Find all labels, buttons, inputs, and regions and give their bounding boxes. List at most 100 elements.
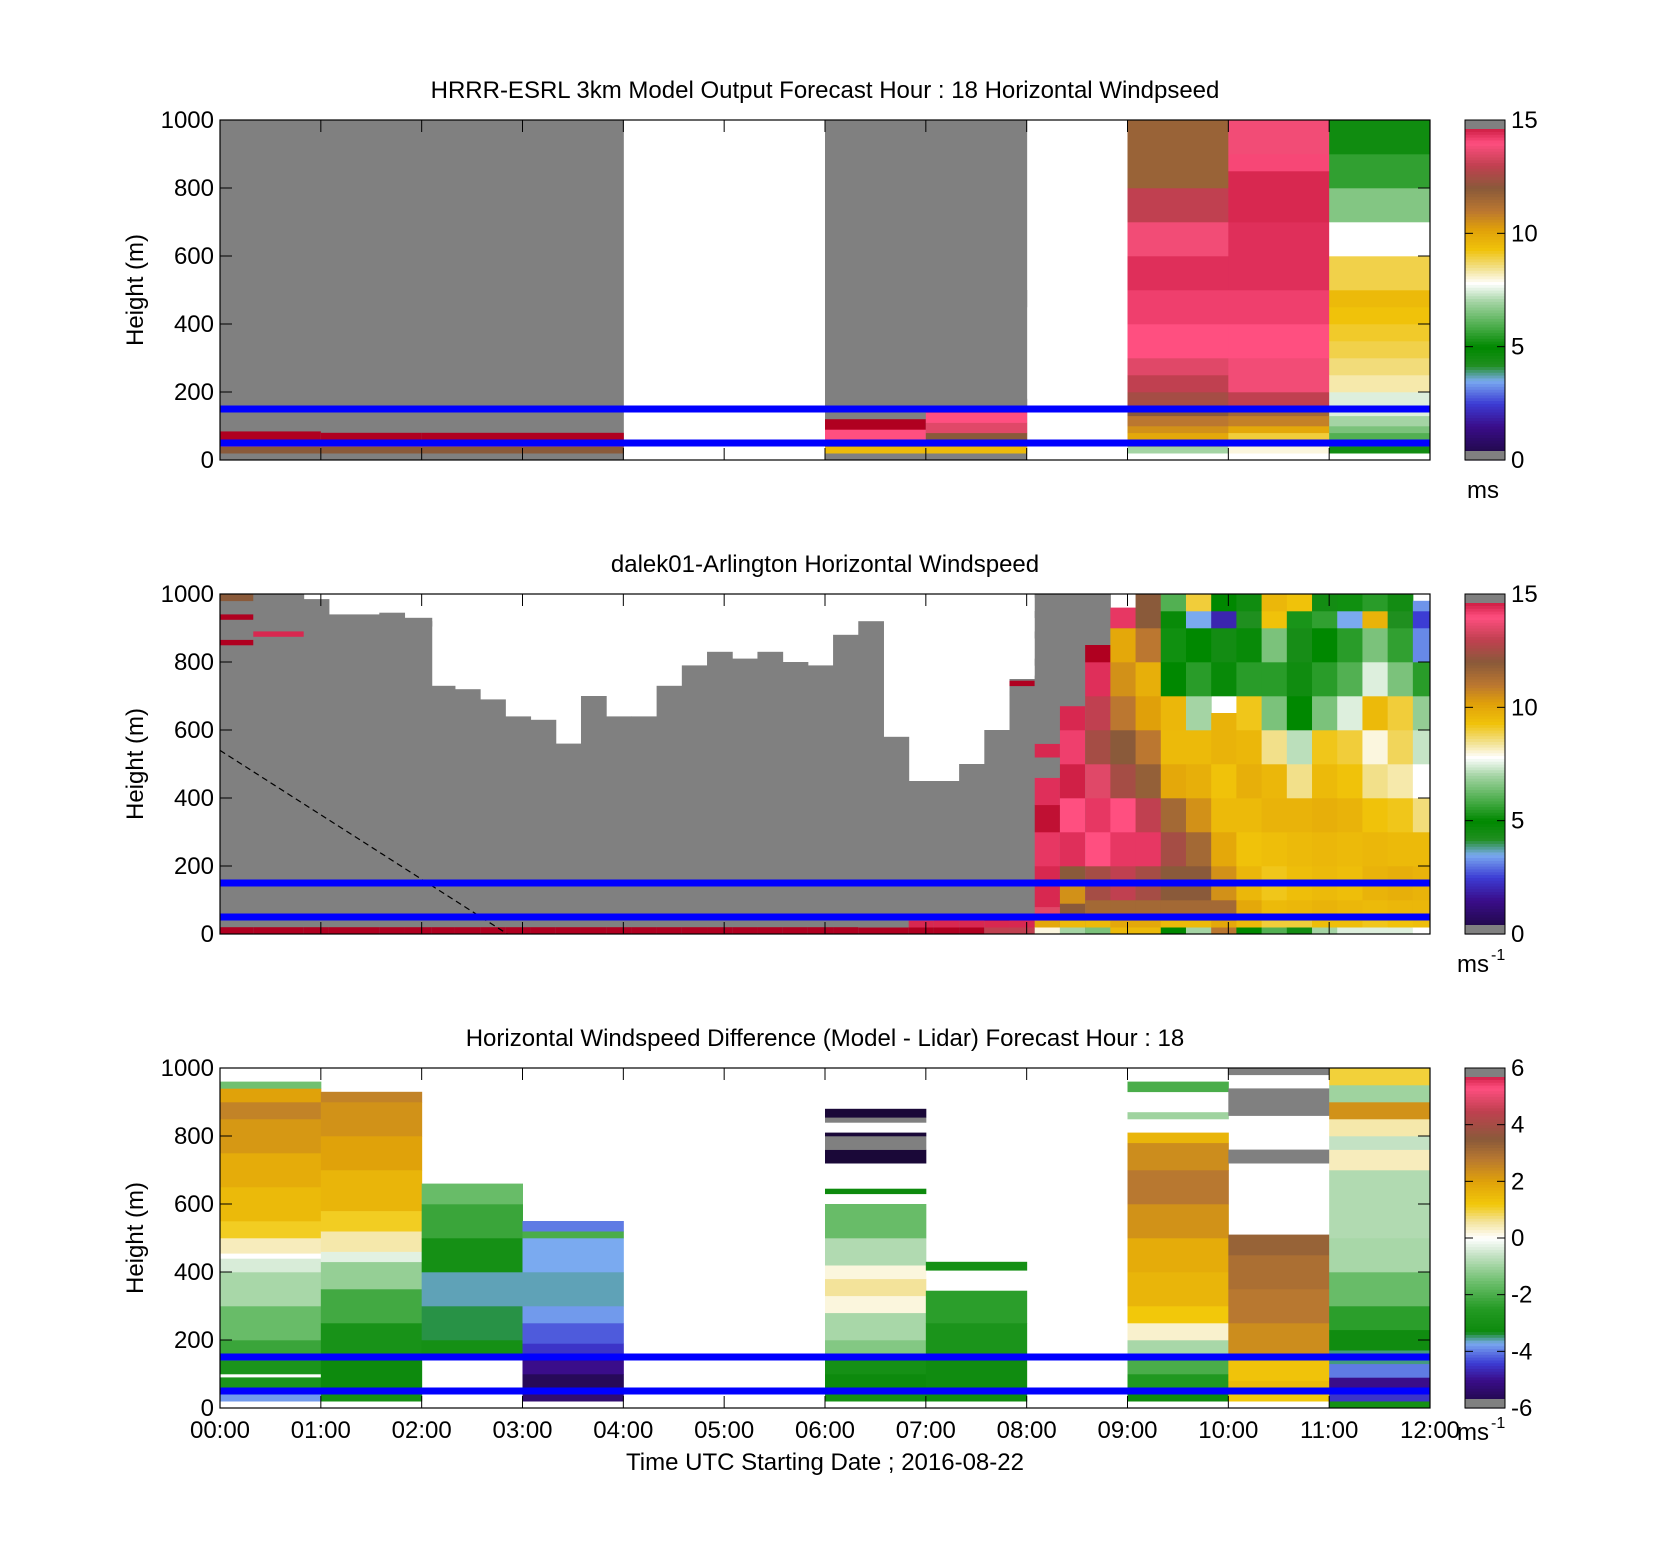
colorbar-swatch bbox=[1465, 332, 1505, 336]
colorbar-swatch bbox=[1465, 275, 1505, 280]
colorbar-swatch bbox=[1465, 295, 1505, 300]
colorbar-swatch bbox=[1465, 145, 1505, 149]
heatmap-cell bbox=[220, 594, 254, 602]
colorbar-swatch bbox=[1465, 713, 1505, 717]
heatmap-cell bbox=[1387, 628, 1414, 663]
colorbar-swatch bbox=[1465, 253, 1505, 257]
heatmap-cell bbox=[421, 1238, 523, 1273]
colorbar-swatch bbox=[1465, 894, 1505, 898]
colorbar-swatch bbox=[1465, 1340, 1505, 1344]
colorbar-swatch bbox=[1465, 1079, 1505, 1083]
heatmap-cell bbox=[1329, 154, 1431, 189]
heatmap-cell bbox=[1127, 1391, 1229, 1402]
colorbar-swatch bbox=[1465, 440, 1505, 444]
heatmap-cell bbox=[1286, 611, 1313, 629]
heatmap-cell bbox=[681, 927, 708, 935]
heatmap-cell bbox=[1185, 594, 1212, 612]
heatmap-cell bbox=[320, 1251, 423, 1263]
colorbar: 0 5 10 15 ms bbox=[1464, 107, 1538, 504]
heatmap-cell bbox=[1009, 680, 1036, 687]
heatmap-cell bbox=[1127, 392, 1229, 406]
heatmap-cell bbox=[505, 927, 532, 935]
heatmap-cell bbox=[1329, 290, 1431, 308]
colorbar-swatch bbox=[1465, 693, 1505, 697]
colorbar-swatch bbox=[1465, 854, 1505, 859]
heatmap-cell bbox=[220, 1238, 322, 1254]
heatmap-cell bbox=[1286, 764, 1313, 799]
colorbar-swatch bbox=[1465, 193, 1505, 198]
colorbar-swatch bbox=[1465, 445, 1505, 450]
colorbar-swatch bbox=[1465, 171, 1505, 175]
heatmap-cell bbox=[1160, 662, 1187, 697]
colorbar-tick-label: 5 bbox=[1511, 808, 1524, 835]
colorbar-swatch bbox=[1465, 159, 1505, 164]
heatmap-cell bbox=[220, 614, 254, 620]
heatmap-cell bbox=[1135, 594, 1162, 629]
heatmap-cell bbox=[1412, 920, 1431, 928]
heatmap-cell bbox=[1228, 415, 1330, 427]
colorbar-swatch bbox=[1465, 602, 1505, 606]
heatmap-cell bbox=[1228, 1068, 1330, 1076]
panel-2: dalek01-Arlington Horizontal Windspeed 0 2… bbox=[122, 551, 1538, 978]
heatmap-cell bbox=[1337, 832, 1363, 867]
heatmap-cell bbox=[1286, 832, 1313, 867]
colorbar-unit: ms bbox=[1457, 951, 1489, 978]
heatmap-cell bbox=[1329, 324, 1431, 342]
y-tick-label: 800 bbox=[174, 649, 214, 676]
heatmap-cell bbox=[1261, 927, 1288, 935]
heatmap-cell bbox=[1127, 432, 1229, 440]
heatmap-cell bbox=[1228, 392, 1330, 406]
heatmap-column-background bbox=[454, 689, 481, 934]
heatmap-cell bbox=[1127, 415, 1229, 427]
heatmap-cell bbox=[1059, 730, 1086, 765]
heatmap-cell bbox=[825, 1374, 927, 1392]
heatmap-cell bbox=[925, 446, 1028, 454]
heatmap-cell bbox=[1127, 1323, 1229, 1341]
colorbar-swatch bbox=[1465, 871, 1505, 876]
heatmap-cell bbox=[1387, 920, 1414, 928]
colorbar-unit: ms bbox=[1467, 477, 1499, 504]
colorbar-swatch bbox=[1465, 1133, 1505, 1137]
heatmap-column-background bbox=[858, 621, 884, 934]
colorbar-swatch bbox=[1465, 326, 1505, 331]
heatmap-cell bbox=[1185, 730, 1212, 765]
heatmap-cell bbox=[1228, 171, 1330, 223]
heatmap-cell bbox=[1387, 611, 1414, 629]
heatmap-cell bbox=[1110, 696, 1137, 731]
x-tick-label: 01:00 bbox=[291, 1417, 351, 1444]
colorbar-swatch bbox=[1465, 642, 1505, 646]
colorbar-swatch bbox=[1465, 222, 1505, 226]
heatmap-cell bbox=[1312, 628, 1338, 663]
y-tick-label: 600 bbox=[174, 717, 214, 744]
colorbar-swatch bbox=[1465, 324, 1505, 328]
heatmap-cell bbox=[522, 446, 624, 454]
heatmap-cell bbox=[320, 1323, 423, 1358]
colorbar-swatch bbox=[1465, 216, 1505, 220]
heatmap-cell bbox=[1034, 631, 1061, 639]
heatmap-cell bbox=[1329, 1149, 1431, 1171]
panel-3: Horizontal Windspeed Difference (Model -… bbox=[122, 1025, 1532, 1476]
y-tick-label: 1000 bbox=[161, 1055, 214, 1082]
colorbar-swatch bbox=[1465, 1374, 1505, 1378]
colorbar-swatch bbox=[1465, 806, 1505, 810]
colorbar-swatch bbox=[1465, 1294, 1505, 1299]
colorbar-swatch bbox=[1465, 355, 1505, 359]
colorbar-swatch bbox=[1465, 304, 1505, 308]
heatmap-cell bbox=[220, 679, 254, 685]
colorbar-swatch bbox=[1465, 1138, 1505, 1143]
heatmap-cell bbox=[1127, 1357, 1229, 1375]
heatmap-cell bbox=[1236, 730, 1263, 765]
heatmap-cell bbox=[1362, 662, 1389, 697]
colorbar-swatch bbox=[1465, 1345, 1505, 1350]
colorbar-swatch bbox=[1465, 1337, 1505, 1341]
colorbar-swatch bbox=[1465, 1181, 1505, 1185]
colorbar-swatch bbox=[1465, 1119, 1505, 1123]
heatmap-cell bbox=[1185, 832, 1212, 867]
heatmap-cell bbox=[1329, 1119, 1431, 1137]
heatmap-column-background bbox=[220, 120, 322, 460]
heatmap-cell bbox=[1085, 832, 1111, 867]
colorbar-swatch bbox=[1465, 772, 1505, 776]
x-tick-label: 02:00 bbox=[392, 1417, 452, 1444]
colorbar-swatch bbox=[1465, 1212, 1505, 1216]
colorbar-swatch bbox=[1465, 250, 1505, 254]
